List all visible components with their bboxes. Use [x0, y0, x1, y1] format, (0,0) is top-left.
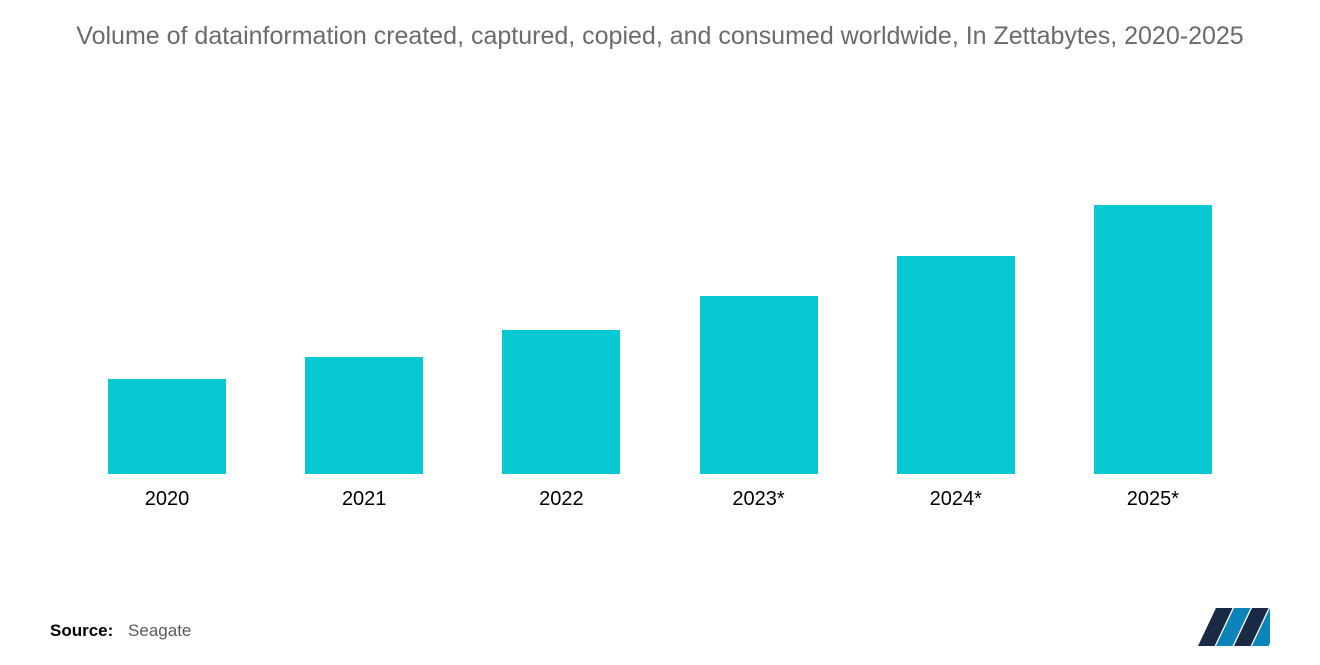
bar: [502, 330, 620, 474]
bar: [305, 357, 423, 474]
source-label: Source:: [50, 621, 113, 640]
brand-logo-icon: [1198, 608, 1270, 651]
bar: [108, 379, 226, 474]
bars-row: [50, 94, 1270, 474]
bar: [700, 296, 818, 474]
bar-column: [1058, 205, 1248, 474]
chart-title: Volume of datainformation created, captu…: [50, 20, 1270, 54]
bar-column: [466, 330, 656, 474]
x-axis-label: 2021: [269, 488, 459, 511]
bar-column: [664, 296, 854, 474]
x-axis-label: 2024*: [861, 488, 1051, 511]
plot-area: 2020 2021 2022 2023* 2024* 2025*: [50, 94, 1270, 511]
source-value: Seagate: [128, 621, 191, 640]
bar-column: [72, 379, 262, 474]
x-axis-label: 2023*: [664, 488, 854, 511]
x-axis-label: 2022: [466, 488, 656, 511]
x-axis-label: 2020: [72, 488, 262, 511]
x-labels-row: 2020 2021 2022 2023* 2024* 2025*: [50, 474, 1270, 511]
bar: [897, 256, 1015, 474]
chart-container: Volume of datainformation created, captu…: [0, 0, 1320, 665]
x-axis-label: 2025*: [1058, 488, 1248, 511]
source-attribution: Source: Seagate: [50, 621, 191, 641]
bar: [1094, 205, 1212, 474]
bar-column: [269, 357, 459, 474]
bar-column: [861, 256, 1051, 474]
